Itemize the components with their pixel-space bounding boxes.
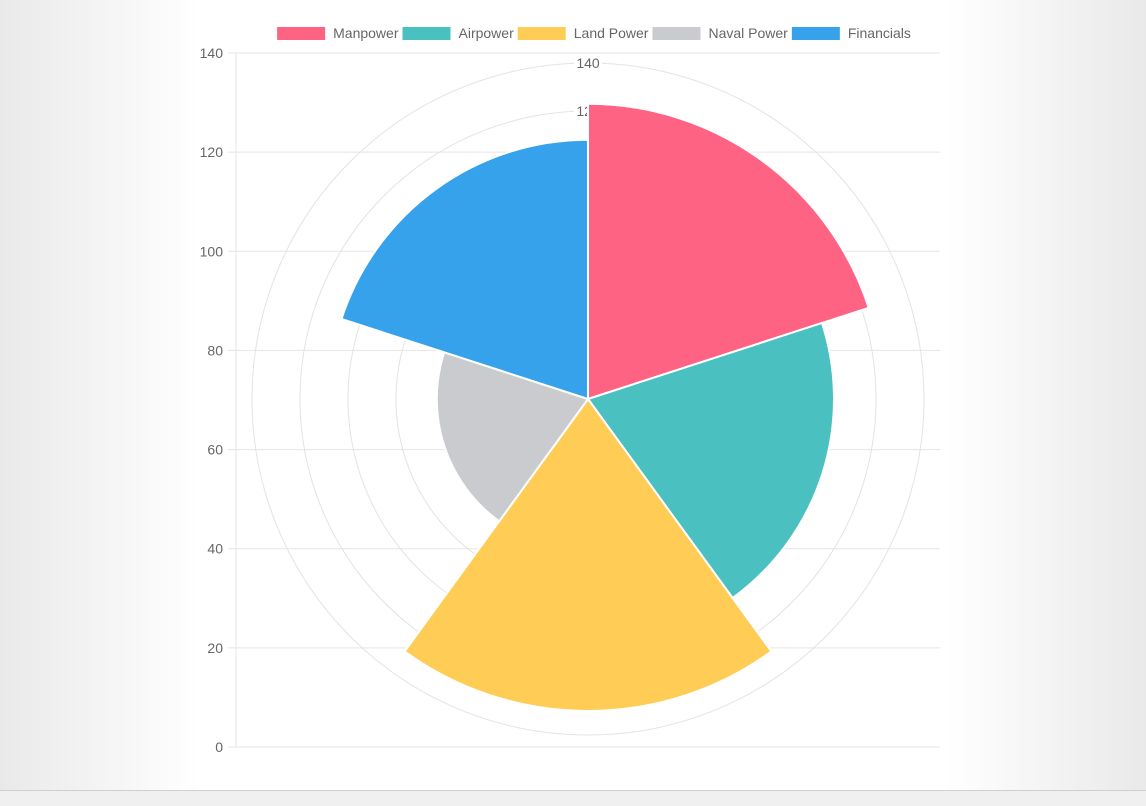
radial-tick-backdrop [574, 55, 602, 71]
radial-tick-label: 140 [576, 55, 600, 71]
slice-financials [340, 138, 589, 401]
legend-item-airpower[interactable]: Airpower [402, 25, 515, 41]
y-tick-label: 140 [200, 45, 224, 61]
y-tick-label: 120 [200, 144, 224, 160]
y-tick-label: 20 [207, 640, 223, 656]
legend-item-land-power[interactable]: Land Power [517, 25, 649, 41]
legend-item-naval-power[interactable]: Naval Power [652, 25, 788, 41]
legend-label: Naval Power [708, 25, 788, 41]
y-tick-label: 60 [207, 442, 223, 458]
slice-naval-power [435, 351, 590, 523]
legend-swatch [277, 27, 326, 40]
y-tick-label: 40 [207, 541, 223, 557]
legend-item-manpower[interactable]: Manpower [277, 25, 399, 41]
y-tick-label: 100 [200, 243, 224, 259]
slice-airpower [586, 321, 835, 600]
legend-label: Airpower [459, 25, 515, 41]
legend-label: Manpower [333, 25, 399, 41]
legend-swatch [652, 27, 701, 40]
y-tick-label: 0 [215, 739, 223, 755]
legend-item-financials[interactable]: Financials [791, 25, 911, 41]
legend-swatch [402, 27, 451, 40]
legend-swatch [517, 27, 566, 40]
y-tick-label: 80 [207, 342, 223, 358]
slice-land-power [403, 397, 773, 712]
slice-manpower [587, 102, 871, 401]
legend-swatch [791, 27, 840, 40]
legend-label: Land Power [574, 25, 649, 41]
bottom-bar [0, 790, 1146, 806]
legend-label: Financials [848, 25, 911, 41]
